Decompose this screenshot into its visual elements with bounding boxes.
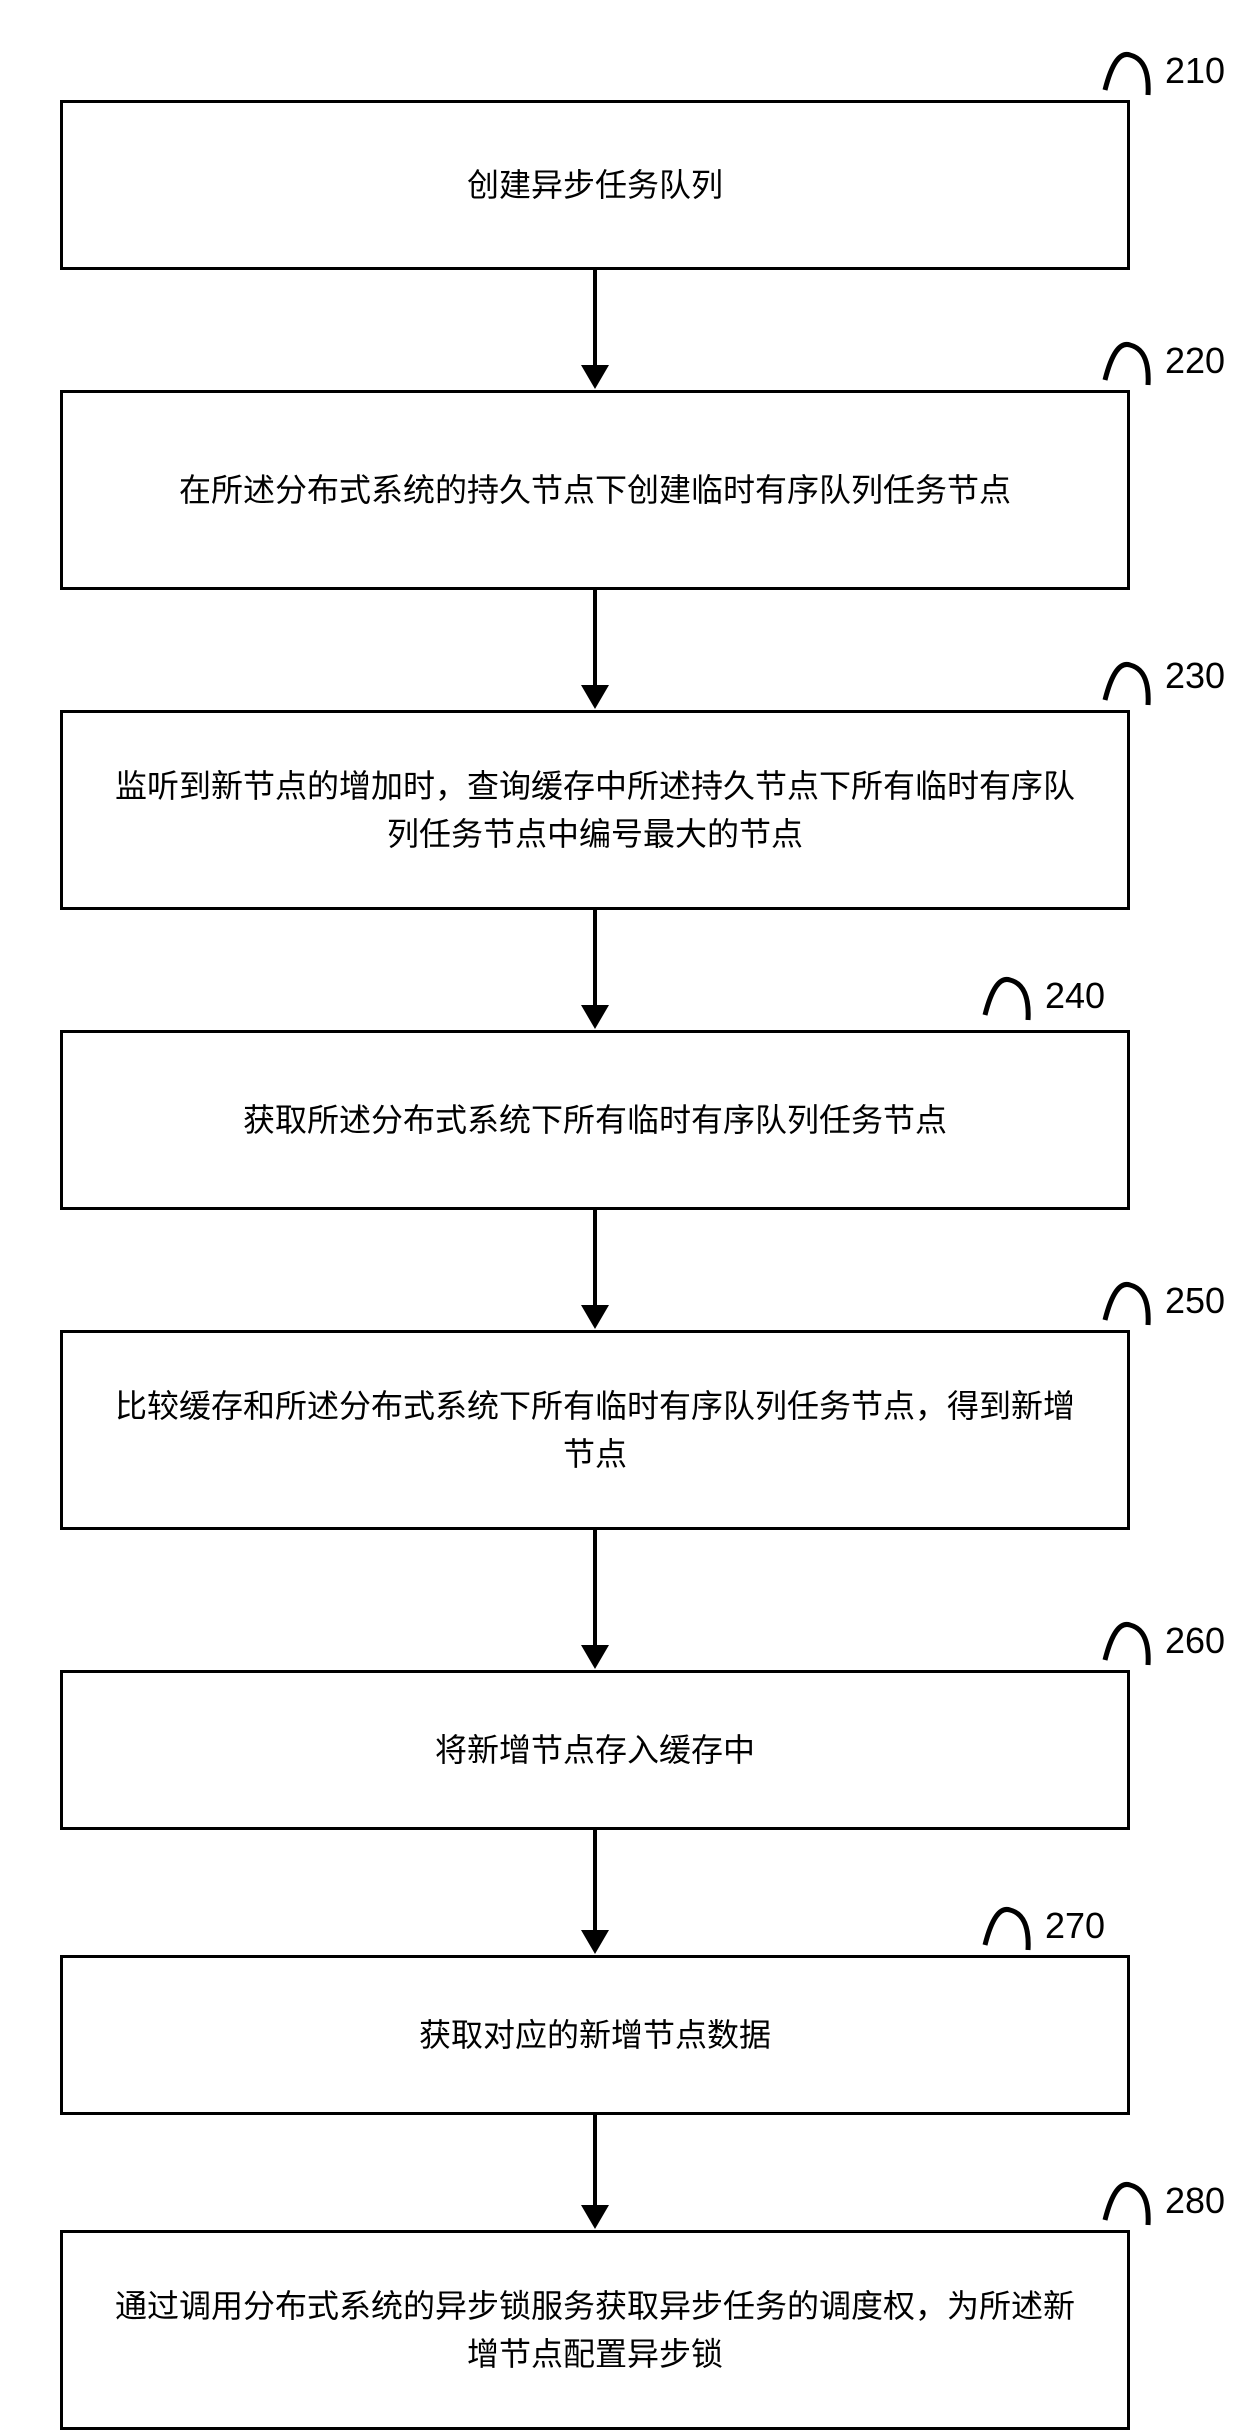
curve-220 [1100, 330, 1155, 395]
node-270-text: 获取对应的新增节点数据 [419, 2011, 771, 2059]
arrow-5 [593, 1530, 597, 1645]
curve-250 [1100, 1270, 1155, 1335]
node-210: 创建异步任务队列 [60, 100, 1130, 270]
node-240: 获取所述分布式系统下所有临时有序队列任务节点 [60, 1030, 1130, 1210]
arrow-head-5 [581, 1645, 609, 1669]
node-220-text: 在所述分布式系统的持久节点下创建临时有序队列任务节点 [179, 466, 1011, 514]
node-220: 在所述分布式系统的持久节点下创建临时有序队列任务节点 [60, 390, 1130, 590]
arrow-6 [593, 1830, 597, 1930]
flowchart-container: 创建异步任务队列 210 在所述分布式系统的持久节点下创建临时有序队列任务节点 … [0, 0, 1240, 2364]
label-240: 240 [1045, 975, 1105, 1017]
node-250-text: 比较缓存和所述分布式系统下所有临时有序队列任务节点，得到新增节点 [103, 1382, 1087, 1478]
node-270: 获取对应的新增节点数据 [60, 1955, 1130, 2115]
curve-270 [980, 1895, 1035, 1960]
label-220: 220 [1165, 340, 1225, 382]
curve-230 [1100, 650, 1155, 715]
arrow-1 [593, 270, 597, 365]
curve-210 [1100, 40, 1155, 105]
curve-260 [1100, 1610, 1155, 1675]
node-260-text: 将新增节点存入缓存中 [435, 1726, 755, 1774]
label-250: 250 [1165, 1280, 1225, 1322]
arrow-head-7 [581, 2205, 609, 2229]
arrow-head-1 [581, 365, 609, 389]
node-280: 通过调用分布式系统的异步锁服务获取异步任务的调度权，为所述新增节点配置异步锁 [60, 2230, 1130, 2430]
arrow-2 [593, 590, 597, 685]
arrow-head-2 [581, 685, 609, 709]
node-240-text: 获取所述分布式系统下所有临时有序队列任务节点 [243, 1096, 947, 1144]
curve-280 [1100, 2170, 1155, 2235]
label-210: 210 [1165, 50, 1225, 92]
arrow-7 [593, 2115, 597, 2205]
node-230-text: 监听到新节点的增加时，查询缓存中所述持久节点下所有临时有序队列任务节点中编号最大… [103, 762, 1087, 858]
node-250: 比较缓存和所述分布式系统下所有临时有序队列任务节点，得到新增节点 [60, 1330, 1130, 1530]
arrow-4 [593, 1210, 597, 1305]
arrow-head-3 [581, 1005, 609, 1029]
label-230: 230 [1165, 655, 1225, 697]
node-230: 监听到新节点的增加时，查询缓存中所述持久节点下所有临时有序队列任务节点中编号最大… [60, 710, 1130, 910]
label-260: 260 [1165, 1620, 1225, 1662]
arrow-head-4 [581, 1305, 609, 1329]
curve-240 [980, 965, 1035, 1030]
label-270: 270 [1045, 1905, 1105, 1947]
node-260: 将新增节点存入缓存中 [60, 1670, 1130, 1830]
node-210-text: 创建异步任务队列 [467, 161, 723, 209]
arrow-head-6 [581, 1930, 609, 1954]
label-280: 280 [1165, 2180, 1225, 2222]
arrow-3 [593, 910, 597, 1005]
